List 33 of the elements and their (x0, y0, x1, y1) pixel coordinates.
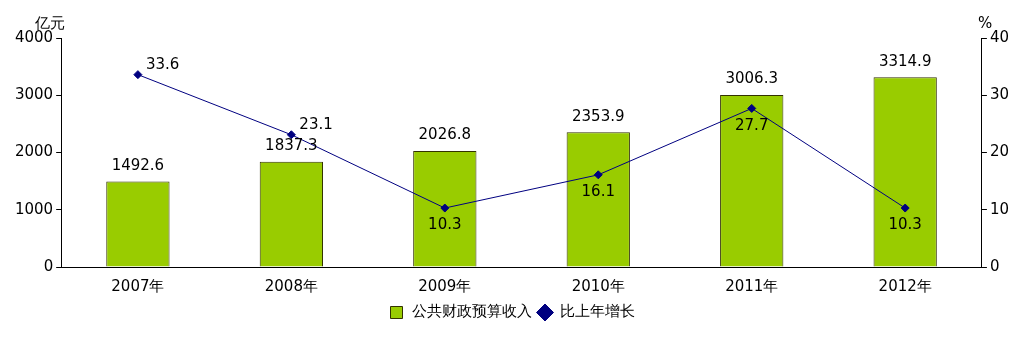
data-label: 16.1 (581, 182, 615, 201)
x-tick-label: 2008年 (264, 276, 318, 295)
y-tick-label: 0 (43, 256, 54, 275)
x-tick-label: 2012年 (878, 276, 932, 295)
data-label: 1492.6 (111, 155, 165, 174)
data-label: 10.3 (888, 215, 922, 234)
x-tick-label: 2010年 (571, 276, 625, 295)
y2-tick-label: 0 (989, 256, 1000, 275)
point (440, 203, 450, 213)
legend-label: 比上年增长 (560, 302, 635, 321)
data-label: 3314.9 (878, 51, 932, 70)
y-tick-label: 1000 (14, 199, 54, 218)
x-tick-label: 2007年 (111, 276, 165, 295)
data-label: 27.7 (735, 115, 769, 134)
point (593, 170, 603, 180)
point (133, 70, 143, 80)
data-label: 33.6 (145, 55, 180, 74)
y2-tick-label: 10 (989, 199, 1010, 218)
data-label: 1837.3 (265, 136, 318, 155)
x-tick-label: 2011年 (725, 276, 779, 295)
data-label: 10.3 (428, 215, 462, 234)
x-tick-label: 2009年 (418, 276, 472, 295)
y2-tick-label: 30 (989, 85, 1010, 104)
data-label: 3006.3 (725, 69, 778, 88)
legend-label: 公共财政预算收入 (411, 302, 532, 321)
y2-tick-label: 20 (989, 142, 1010, 161)
y-tick-label: 3000 (14, 85, 54, 104)
data-label: 2026.8 (418, 125, 472, 144)
data-label: 23.1 (299, 115, 333, 134)
y-tick-label: 2000 (14, 142, 54, 161)
data-label: 2353.9 (572, 106, 625, 125)
point (900, 203, 910, 213)
point (747, 103, 757, 113)
